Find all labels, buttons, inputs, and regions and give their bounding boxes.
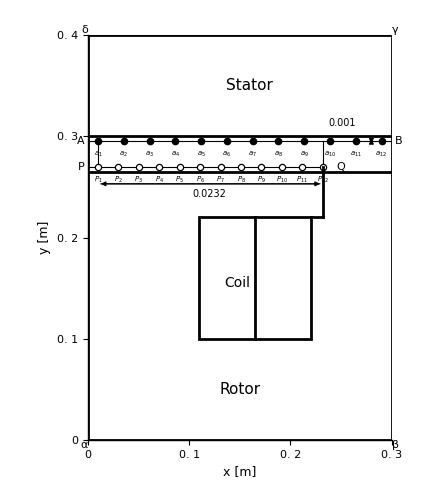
Text: $a_{9}$: $a_{9}$: [300, 150, 309, 158]
Text: $a_{11}$: $a_{11}$: [350, 150, 362, 158]
Text: $a_{12}$: $a_{12}$: [375, 150, 388, 158]
Text: $P_{10}$: $P_{10}$: [276, 174, 288, 185]
Text: Q: Q: [336, 162, 345, 172]
Text: $P_{1}$: $P_{1}$: [94, 174, 102, 185]
Text: $P_{2}$: $P_{2}$: [114, 174, 123, 185]
Bar: [199, 217, 311, 339]
Text: $P_{8}$: $P_{8}$: [236, 174, 245, 185]
Text: $P_{3}$: $P_{3}$: [134, 174, 143, 185]
Text: Rotor: Rotor: [219, 382, 260, 397]
Text: $a_{4}$: $a_{4}$: [171, 150, 180, 158]
Text: $P_{6}$: $P_{6}$: [196, 174, 205, 185]
Text: $a_{5}$: $a_{5}$: [197, 150, 206, 158]
Text: $P_{7}$: $P_{7}$: [216, 174, 225, 185]
Text: 0.0232: 0.0232: [192, 189, 226, 199]
Text: 0.001: 0.001: [329, 118, 356, 128]
Text: $P_{11}$: $P_{11}$: [296, 174, 308, 185]
Text: $a_{10}$: $a_{10}$: [324, 150, 336, 158]
Text: γ: γ: [392, 25, 398, 35]
Text: $a_{2}$: $a_{2}$: [119, 150, 128, 158]
Text: B: B: [395, 136, 402, 146]
Text: Coil: Coil: [225, 276, 251, 290]
Text: $a_{7}$: $a_{7}$: [248, 150, 257, 158]
Text: P: P: [78, 162, 85, 172]
Y-axis label: y [m]: y [m]: [38, 221, 51, 254]
Text: $P_{5}$: $P_{5}$: [175, 174, 184, 185]
Text: $P_{12}$: $P_{12}$: [317, 174, 329, 185]
Text: $a_{8}$: $a_{8}$: [274, 150, 283, 158]
Text: $a_{6}$: $a_{6}$: [222, 150, 232, 158]
Text: $P_{9}$: $P_{9}$: [257, 174, 266, 185]
Text: δ: δ: [81, 25, 88, 35]
X-axis label: x [m]: x [m]: [223, 466, 257, 478]
Text: α: α: [80, 440, 88, 450]
Text: $a_{3}$: $a_{3}$: [145, 150, 154, 158]
Text: Stator: Stator: [226, 78, 273, 93]
Text: $a_{1}$: $a_{1}$: [94, 150, 102, 158]
Text: $P_{4}$: $P_{4}$: [155, 174, 164, 185]
Text: β: β: [392, 440, 399, 450]
Text: A: A: [77, 136, 85, 146]
